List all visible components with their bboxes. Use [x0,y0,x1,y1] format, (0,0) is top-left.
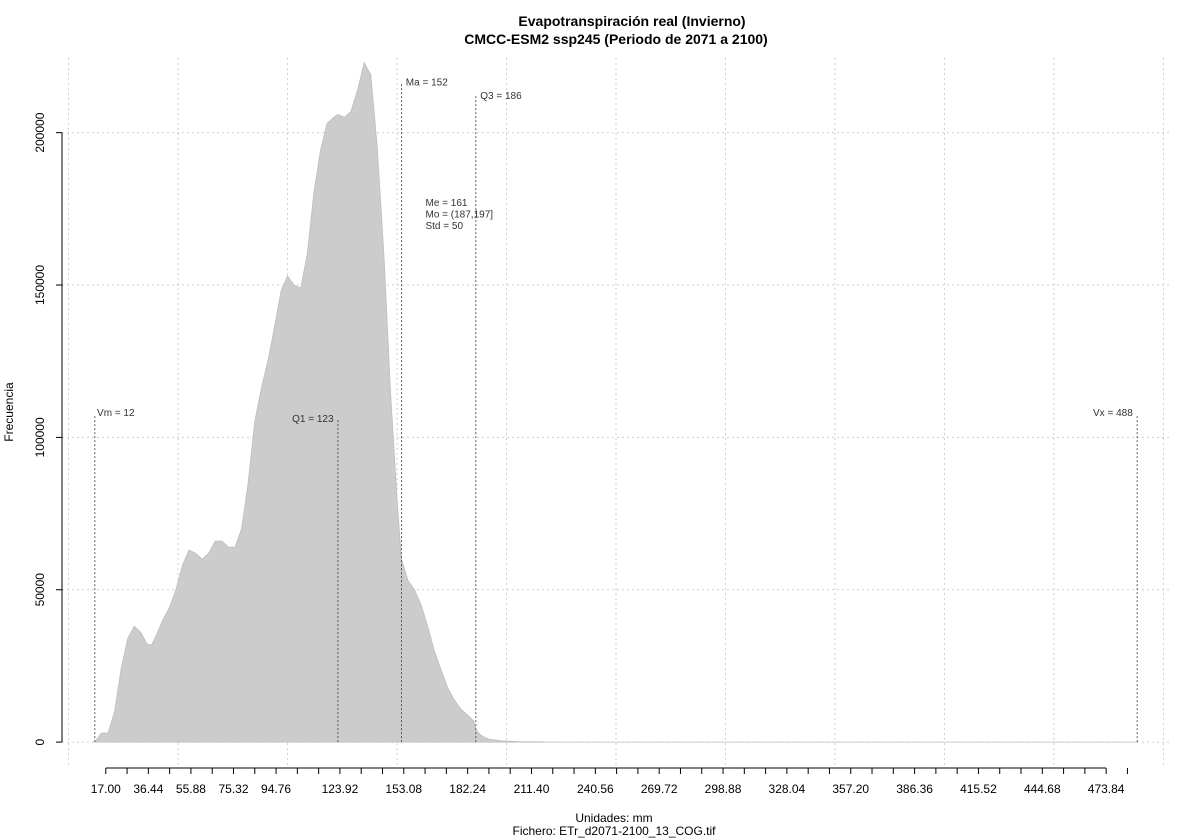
x-tick-label: 473.84 [1088,782,1125,796]
y-tick-label: 150000 [33,265,47,305]
density-area [94,61,1138,743]
y-tick-label: 100000 [33,417,47,457]
y-tick-label: 50000 [33,573,47,607]
file-name-label: Fichero: ETr_d2071-2100_13_COG.tif [513,824,717,838]
y-axis-label: Frecuencia [2,382,16,442]
stats-label: Std = 50 [425,221,463,232]
x-tick-label: 36.44 [133,782,163,796]
x-tick-label: 328.04 [769,782,806,796]
annotation-labels: Vm = 12 Q1 = 123 Ma = 152 Q3 = 186 Vx = 488 M… [97,77,1133,425]
x-tick-label: 55.88 [176,782,206,796]
x-tick-label: 444.68 [1024,782,1061,796]
chart-title: Evapotranspiración real (Invierno) [518,13,745,29]
x-tick-label: 240.56 [577,782,614,796]
x-tick-label: 386.36 [896,782,933,796]
x-tick-label: 17.00 [91,782,121,796]
annotation-label: Vx = 488 [1093,408,1133,419]
annotation-label: Q1 = 123 [292,414,334,425]
x-tick-label: 211.40 [514,782,550,796]
x-tick-label: 123.92 [322,782,359,796]
x-tick-label: 153.08 [385,782,422,796]
x-tick-label: 182.24 [449,782,486,796]
x-tick-label: 75.32 [218,782,248,796]
y-tick-label: 200000 [33,112,47,152]
y-tick-label: 0 [33,738,47,745]
x-tick-label: 357.20 [832,782,869,796]
annotation-lines [94,83,1138,743]
annotation-label: Q3 = 186 [480,91,522,102]
x-axis-label: Unidades: mm [575,811,652,825]
annotation-label: Ma = 152 [406,77,448,88]
stats-label: Me = 161 [425,198,467,209]
x-tick-label: 415.52 [960,782,997,796]
x-tick-label: 269.72 [641,782,678,796]
x-tick-label: 298.88 [705,782,742,796]
chart-subtitle: CMCC-ESM2 ssp245 (Periodo de 2071 a 2100… [464,31,767,47]
stats-label: Mo = (187,197] [425,209,493,220]
x-tick-label: 94.76 [261,782,291,796]
axes: 0 50000 100000 150000 200000 17.00 36.44 55.88 7… [33,112,1128,796]
annotation-label: Vm = 12 [97,408,135,419]
